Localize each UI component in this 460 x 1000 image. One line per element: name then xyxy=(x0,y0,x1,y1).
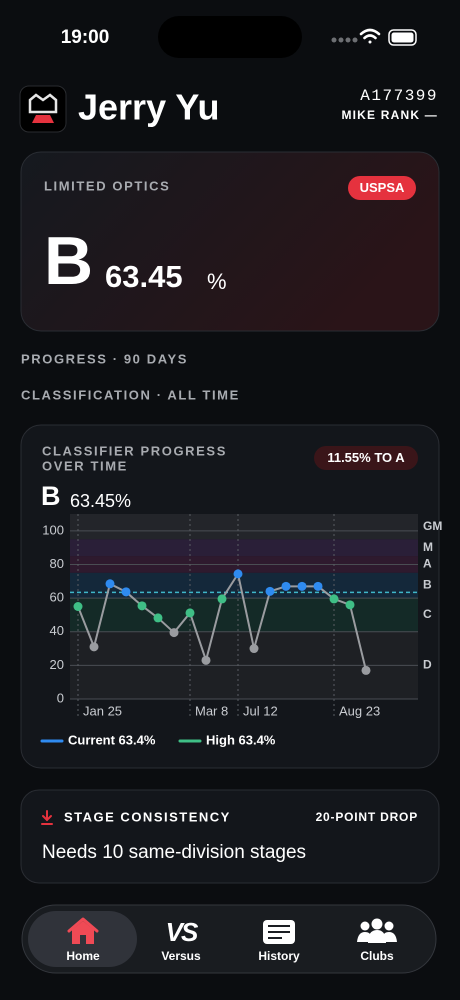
home-icon xyxy=(67,917,99,944)
data-point xyxy=(201,655,211,665)
section-heading: PROGRESS · 90 DAYS xyxy=(21,351,188,366)
x-tick-label: Jul 12 xyxy=(243,703,278,718)
clubs-icon xyxy=(357,918,397,943)
chart-value: 63.45% xyxy=(70,491,131,511)
stage-card xyxy=(20,789,440,884)
division-name: LIMITED OPTICS xyxy=(44,178,170,193)
data-point xyxy=(89,642,99,652)
user-name: Jerry Yu xyxy=(78,87,219,128)
band-label: A xyxy=(423,557,432,571)
chart-badge-label: 11.55% TO A xyxy=(327,450,405,465)
rank: MIKE RANK — xyxy=(341,108,438,122)
chart-title: OVER TIME xyxy=(42,458,128,473)
chart-badge xyxy=(314,446,418,470)
tab-label[interactable]: Versus xyxy=(161,949,201,963)
x-tick-label: Aug 23 xyxy=(339,703,380,718)
stage-title: STAGE CONSISTENCY xyxy=(64,809,231,824)
logo xyxy=(19,85,67,133)
logo-mark xyxy=(28,93,58,114)
y-tick-label: 0 xyxy=(57,690,64,705)
data-point xyxy=(281,581,291,591)
tab-label[interactable]: Home xyxy=(66,949,100,963)
chart-title: CLASSIFIER PROGRESS xyxy=(42,443,227,458)
band-label: M xyxy=(423,540,433,554)
data-point xyxy=(329,594,339,604)
logo-accent xyxy=(32,115,54,123)
wifi-icon xyxy=(359,28,381,44)
y-tick-label: 40 xyxy=(50,623,64,638)
stage-note: 20-POINT DROP xyxy=(316,810,418,824)
y-tick-label: 60 xyxy=(50,590,64,605)
data-point xyxy=(137,601,147,611)
data-point xyxy=(249,644,259,654)
data-point xyxy=(345,600,355,610)
badge xyxy=(348,176,416,200)
division-card xyxy=(20,151,440,332)
data-point xyxy=(105,579,115,589)
chart-class: B xyxy=(41,481,61,511)
x-tick-label: Jan 25 xyxy=(83,703,122,718)
member-id: A177399 xyxy=(360,87,438,105)
legend-label: High 63.4% xyxy=(206,732,276,747)
history-icon xyxy=(263,920,295,944)
band xyxy=(70,514,418,540)
data-point xyxy=(185,608,195,618)
data-point xyxy=(361,665,371,675)
stage-message: Needs 10 same-division stages xyxy=(42,842,306,863)
class-letter: B xyxy=(44,223,93,299)
versus-icon: VS xyxy=(166,917,199,947)
percent-unit: % xyxy=(207,269,227,294)
class-percent: 63.45 xyxy=(105,259,183,294)
band xyxy=(70,572,418,599)
section-heading: CLASSIFICATION · ALL TIME xyxy=(21,387,240,402)
band xyxy=(70,539,418,557)
data-point xyxy=(121,587,131,597)
data-point xyxy=(297,581,307,591)
data-point xyxy=(169,628,179,638)
data-point xyxy=(233,569,243,579)
signal-icon xyxy=(331,37,358,43)
band-label: GM xyxy=(423,519,442,533)
status-time: 19:00 xyxy=(61,27,110,48)
plot: GM MAB C D 0 20 40 60 80 100 Jan 25 Mar 8 Jul 12 Aug … xyxy=(40,514,442,747)
battery-level xyxy=(391,32,414,43)
x-tick-label: Mar 8 xyxy=(195,703,228,718)
drop-icon xyxy=(41,810,53,825)
data-point xyxy=(73,602,83,611)
battery-icon xyxy=(388,29,417,46)
data-point xyxy=(265,586,275,596)
badge-label: USPSA xyxy=(360,180,405,195)
band-label: C xyxy=(423,607,432,621)
data-point xyxy=(313,581,323,591)
data-point xyxy=(217,594,227,604)
y-tick-label: 20 xyxy=(50,657,64,672)
y-tick-label: 100 xyxy=(42,522,64,537)
tab-label[interactable]: History xyxy=(258,949,300,963)
dynamic-island xyxy=(158,16,302,58)
data-point xyxy=(153,613,163,623)
legend-label: Current 63.4% xyxy=(68,732,156,747)
band-label: D xyxy=(423,658,432,672)
band-label: B xyxy=(423,578,432,592)
tab-label[interactable]: Clubs xyxy=(360,949,394,963)
y-tick-label: 80 xyxy=(50,556,64,571)
